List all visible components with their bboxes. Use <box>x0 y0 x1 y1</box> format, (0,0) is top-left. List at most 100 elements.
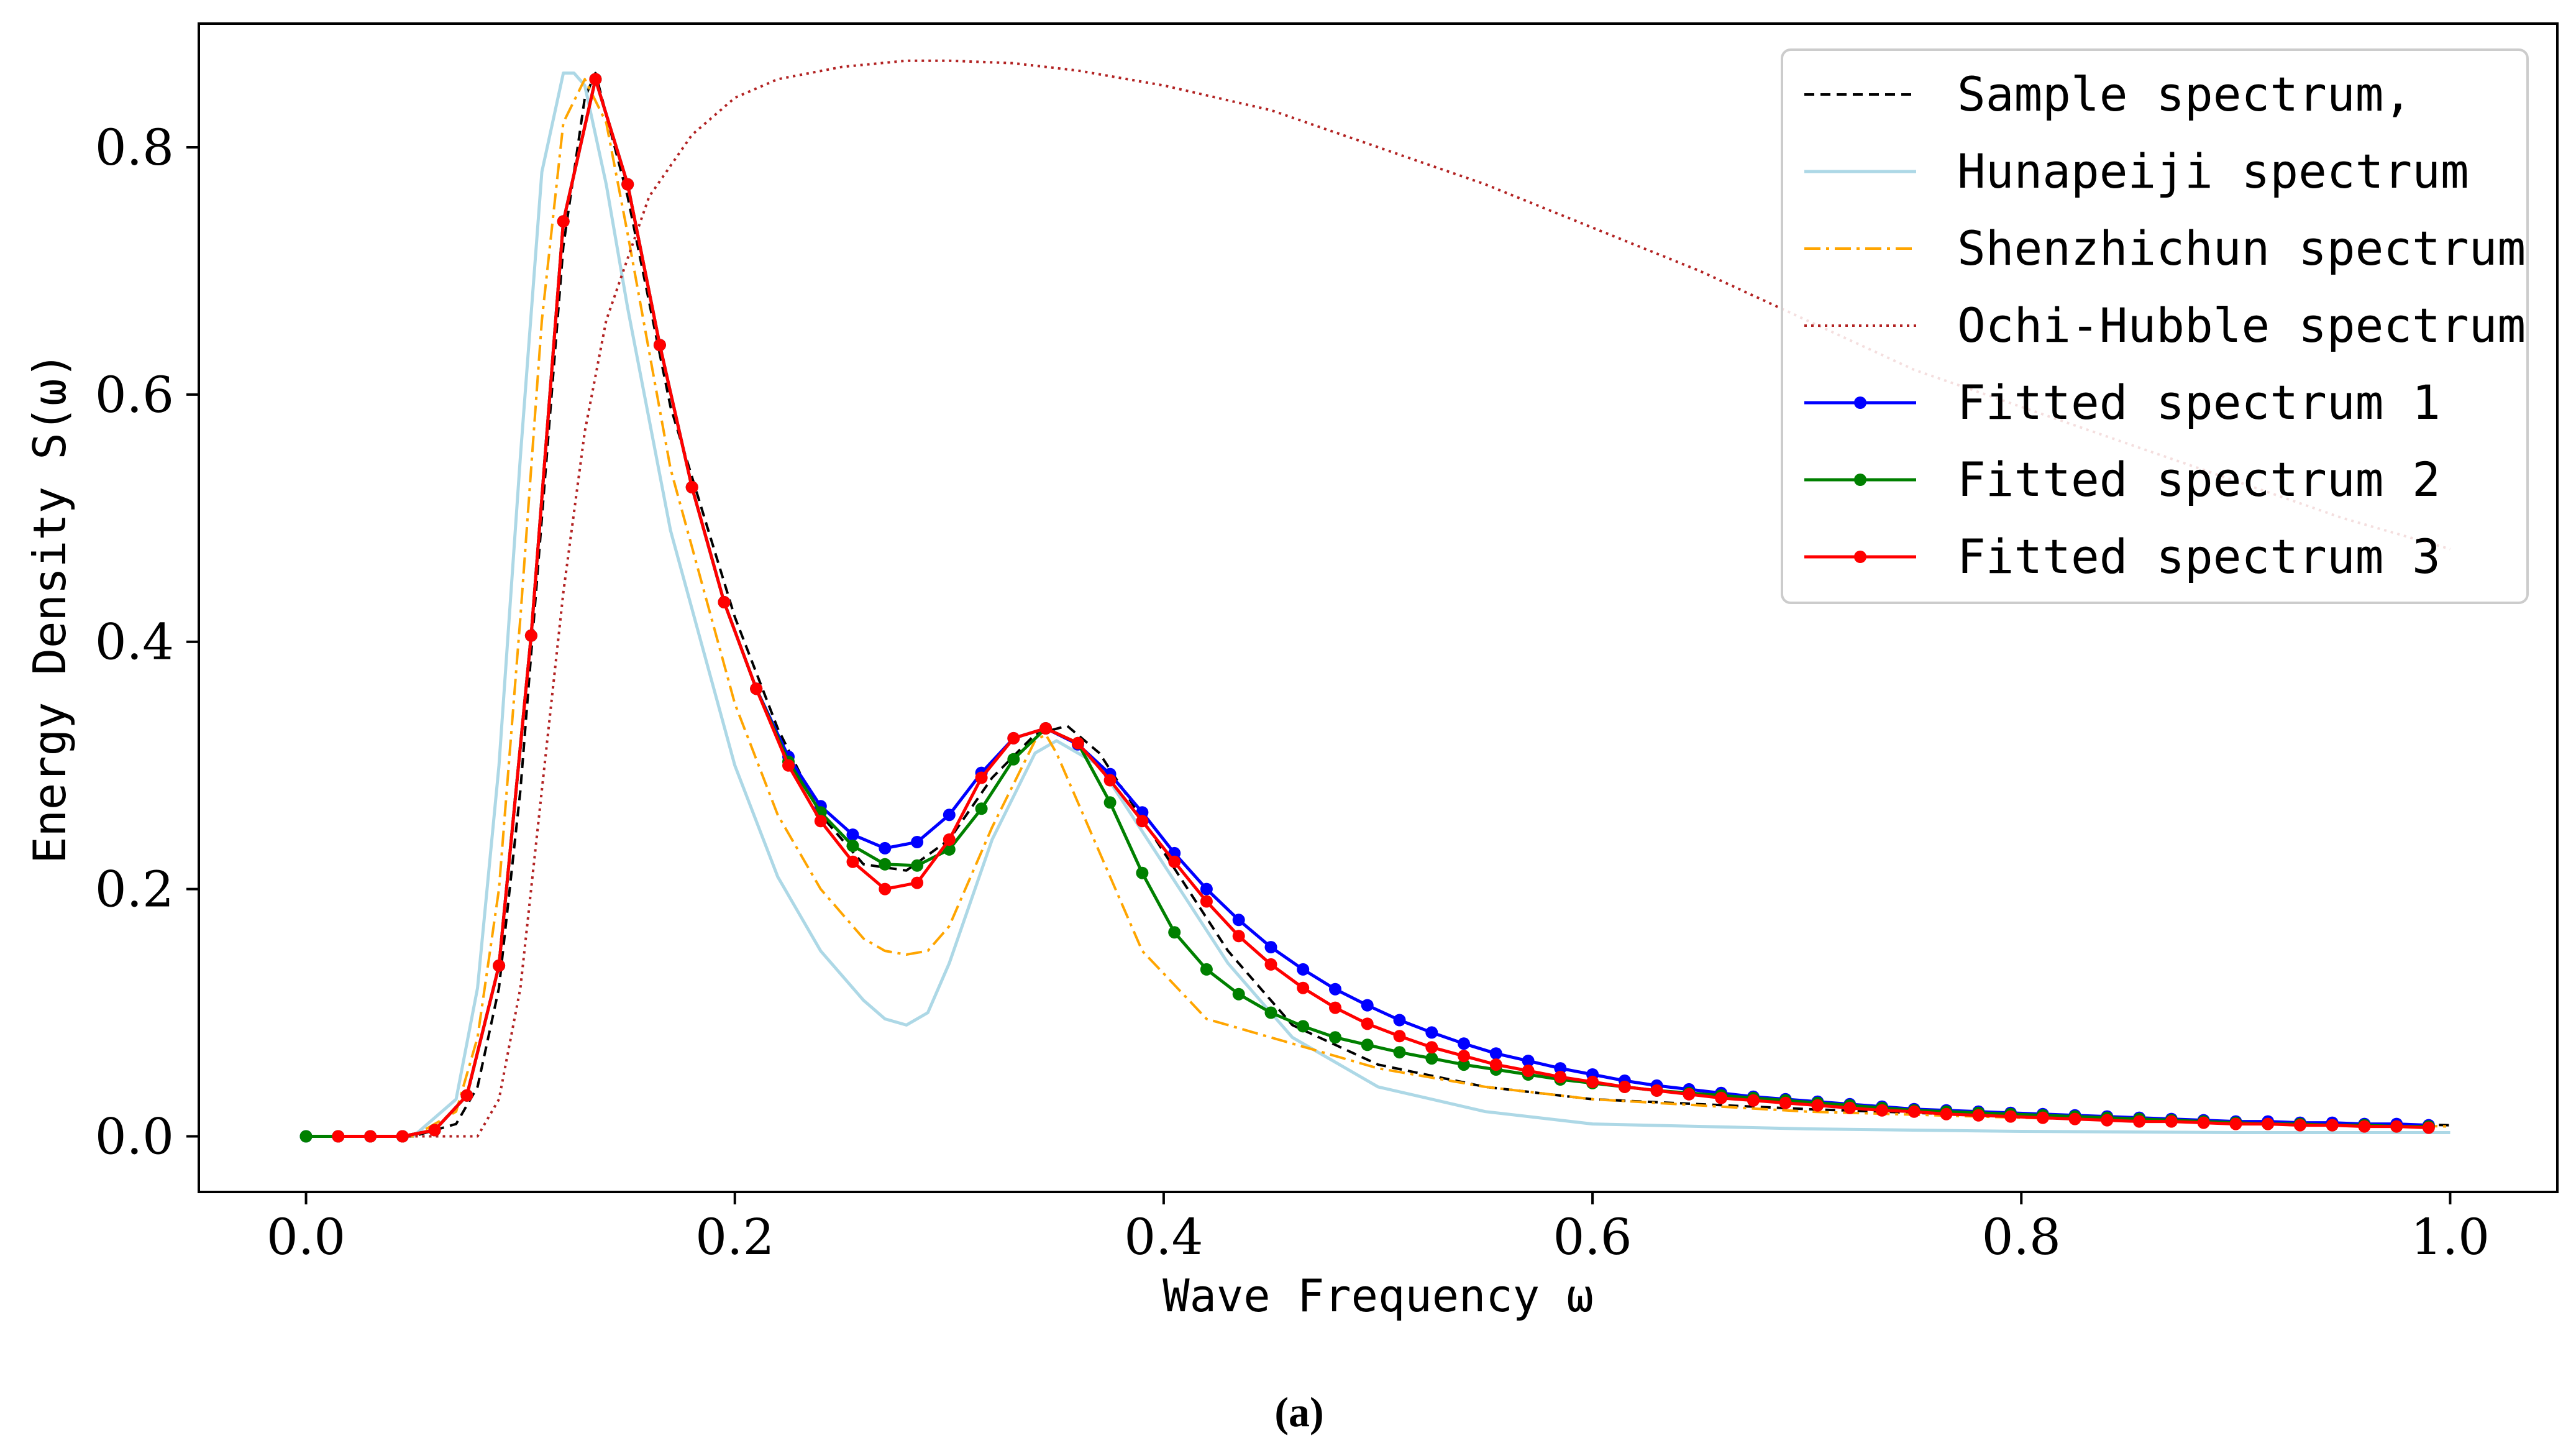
fitted-spectrum-1-point <box>1489 1047 1502 1060</box>
fitted-spectrum-1-point <box>1522 1055 1535 1068</box>
x-axis: 0.0 0.2 0.4 0.6 0.8 1.0 <box>267 1192 2490 1266</box>
fitted-spectrum-3-point <box>396 1130 409 1143</box>
fitted-spectrum-1-point <box>911 836 924 848</box>
fitted-spectrum-3-point <box>1554 1071 1567 1083</box>
fitted-spectrum-3-point <box>1232 930 1245 943</box>
fitted-spectrum-2-point <box>975 802 988 815</box>
fitted-spectrum-3-point <box>2101 1114 2114 1127</box>
y-tick-label: 0.6 <box>95 366 174 424</box>
fitted-spectrum-3-point <box>1650 1084 1663 1097</box>
fitted-spectrum-3-point <box>460 1089 473 1102</box>
hunapeiji-spectrum-line <box>306 71 2450 1138</box>
fitted-spectrum-2-point <box>1007 753 1020 766</box>
fitted-spectrum-3-point <box>814 815 827 828</box>
fitted-spectrum-3-point <box>332 1130 345 1143</box>
fitted-spectrum-2-point <box>1264 1006 1277 1019</box>
fitted-spectrum-3-point <box>1007 731 1020 745</box>
fitted-spectrum-3-point <box>1200 895 1213 908</box>
fitted-spectrum-1-point <box>943 809 956 822</box>
y-axis-label: Energy Density S(ω) <box>24 352 76 864</box>
fitted-spectrum-1-point <box>1264 941 1277 954</box>
shenzhichun-spectrum-line <box>306 78 2450 1138</box>
legend-marker-fitted-spectrum-1 <box>1854 396 1866 409</box>
y-tick-label: 0.4 <box>95 613 174 671</box>
fitted-spectrum-3-point <box>879 882 892 896</box>
x-axis-label: Wave Frequency ω <box>1162 1270 1594 1322</box>
fitted-spectrum-3-point <box>782 759 795 772</box>
fitted-spectrum-2-point <box>1297 1020 1310 1033</box>
fitted-spectrum-2-point <box>1200 963 1213 976</box>
fitted-spectrum-3-point <box>943 833 956 846</box>
fitted-spectrum-3-point <box>2229 1117 2242 1130</box>
fitted-spectrum-3-point <box>911 876 924 889</box>
x-tick-label: 1.0 <box>2411 1208 2490 1266</box>
fitted-spectrum-2-point <box>1103 796 1117 809</box>
fitted-spectrum-3-point <box>621 178 634 191</box>
fitted-spectrum-3-point <box>1522 1065 1535 1077</box>
sample-spectrum-line <box>306 71 2450 1138</box>
fitted-spectrum-1-point <box>1425 1026 1438 1039</box>
fitted-spectrum-3-point <box>524 629 537 642</box>
fitted-spectrum-3-point <box>1297 981 1310 994</box>
fitted-spectrum-3-point <box>2326 1119 2339 1132</box>
fitted-spectrum-3-point <box>750 682 763 695</box>
fitted-spectrum-3-point <box>493 959 506 972</box>
fitted-spectrum-3-point <box>1811 1099 1824 1112</box>
fitted-spectrum-3-point <box>2262 1117 2275 1130</box>
fitted-spectrum-3-point <box>975 771 988 784</box>
fitted-spectrum-3-point <box>364 1130 377 1143</box>
fitted-spectrum-3-point <box>1489 1058 1502 1071</box>
fitted-spectrum-2-point <box>1458 1058 1470 1071</box>
fitted-spectrum-2-point <box>1425 1052 1438 1065</box>
fitted-spectrum-1-point <box>1361 999 1374 1012</box>
fitted-spectrum-1-point <box>1554 1062 1567 1075</box>
legend-label-fitted-spectrum-3: Fitted spectrum 3 <box>1957 529 2441 584</box>
fitted-spectrum-3-point <box>1361 1017 1374 1030</box>
fitted-spectrum-3-point <box>1329 1001 1341 1014</box>
fitted-spectrum-3-point <box>2390 1120 2403 1133</box>
fitted-spectrum-2-point <box>911 859 924 872</box>
fitted-spectrum-1-point <box>1393 1014 1406 1027</box>
legend-label-hunapeiji-spectrum: Hunapeiji spectrum <box>1957 144 2469 199</box>
fitted-spectrum-3-point <box>428 1124 441 1137</box>
y-tick-label: 0.2 <box>95 861 174 919</box>
fitted-spectrum-3-point <box>1843 1101 1857 1114</box>
fitted-spectrum-3-point <box>1940 1107 1953 1120</box>
fitted-spectrum-1-point <box>1232 914 1245 927</box>
fitted-spectrum-2-point <box>846 840 859 852</box>
fitted-spectrum-3-point <box>1168 855 1181 868</box>
fitted-spectrum-3-point <box>1071 736 1084 749</box>
x-tick-label: 0.8 <box>1982 1208 2061 1266</box>
fitted-spectrum-3-point <box>1458 1050 1470 1063</box>
fitted-spectrum-3-point <box>2036 1111 2049 1124</box>
y-axis: 0.0 0.2 0.4 0.6 0.8 <box>95 119 199 1165</box>
fitted-spectrum-3-point <box>718 596 731 608</box>
fitted-spectrum-3-point <box>1618 1080 1631 1093</box>
fitted-spectrum-3-point <box>1393 1030 1406 1043</box>
plot-frame <box>198 22 2559 1193</box>
fitted-spectrum-2-point <box>1232 987 1245 1001</box>
fitted-spectrum-3-point <box>2358 1120 2371 1133</box>
fitted-spectrum-1-point <box>1200 882 1213 896</box>
fitted-spectrum-3-point <box>2197 1116 2210 1129</box>
fitted-spectrum-3-point <box>1683 1088 1696 1101</box>
fitted-spectrum-2-point <box>1329 1031 1341 1044</box>
y-tick-label: 0.8 <box>95 119 174 176</box>
fitted-spectrum-2-point <box>879 858 892 871</box>
fitted-spectrum-2-point <box>1136 866 1149 879</box>
fitted-spectrum-3-point <box>557 215 570 228</box>
legend-label-sample-spectrum: Sample spectrum, <box>1957 66 2412 122</box>
fitted-spectrum-3-point <box>653 339 666 352</box>
fitted-spectrum-3-point <box>1876 1104 1888 1117</box>
fitted-spectrum-3-point <box>2165 1115 2178 1128</box>
fitted-spectrum-3-point <box>1264 958 1277 971</box>
fitted-spectrum-3-point <box>1747 1094 1760 1107</box>
fitted-spectrum-2-point <box>1393 1046 1406 1059</box>
x-tick-label: 0.0 <box>267 1208 345 1266</box>
fitted-spectrum-3-point <box>2422 1121 2435 1134</box>
legend-label-fitted-spectrum-2: Fitted spectrum 2 <box>1957 452 2441 507</box>
x-tick-label: 0.2 <box>695 1208 774 1266</box>
fitted-spectrum-3-point <box>1779 1096 1792 1109</box>
legend-box <box>1781 48 2529 604</box>
fitted-spectrum-3-point <box>1586 1075 1599 1088</box>
